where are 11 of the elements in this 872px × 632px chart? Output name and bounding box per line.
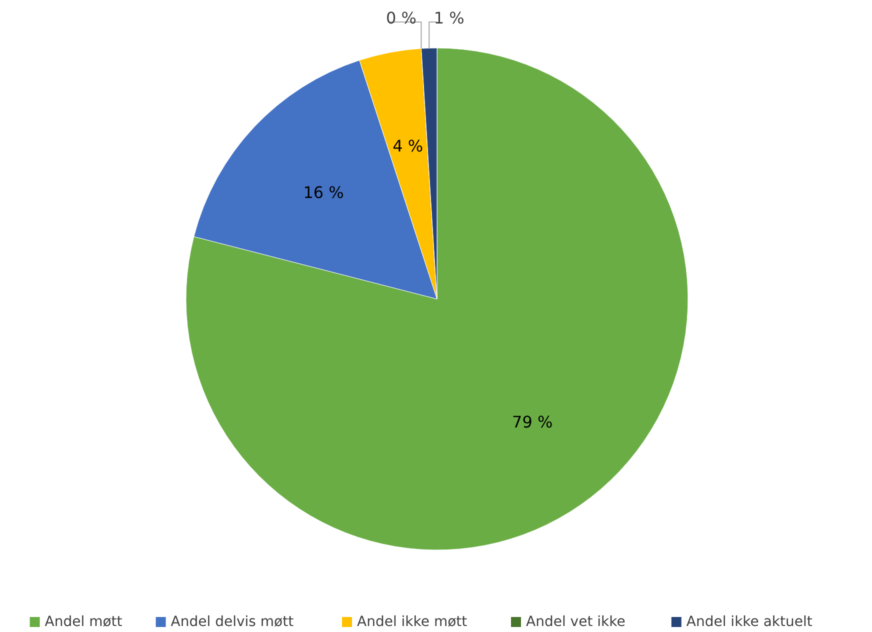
legend-label: Andel ikke aktuelt (686, 614, 813, 630)
data-label: 4 % (392, 136, 424, 156)
pie-slice (186, 48, 688, 550)
data-label: 1 % (434, 8, 464, 28)
text: 0 % (386, 8, 416, 28)
legend-label: Andel møtt (44, 614, 123, 630)
legend-label: Andel delvis møtt (170, 614, 294, 630)
legend-label: Andel ikke møtt (357, 614, 468, 630)
data-label: 16 % (303, 182, 344, 202)
data-label: 79 % (512, 412, 553, 432)
legend-label: Andel vet ikke (526, 614, 626, 630)
